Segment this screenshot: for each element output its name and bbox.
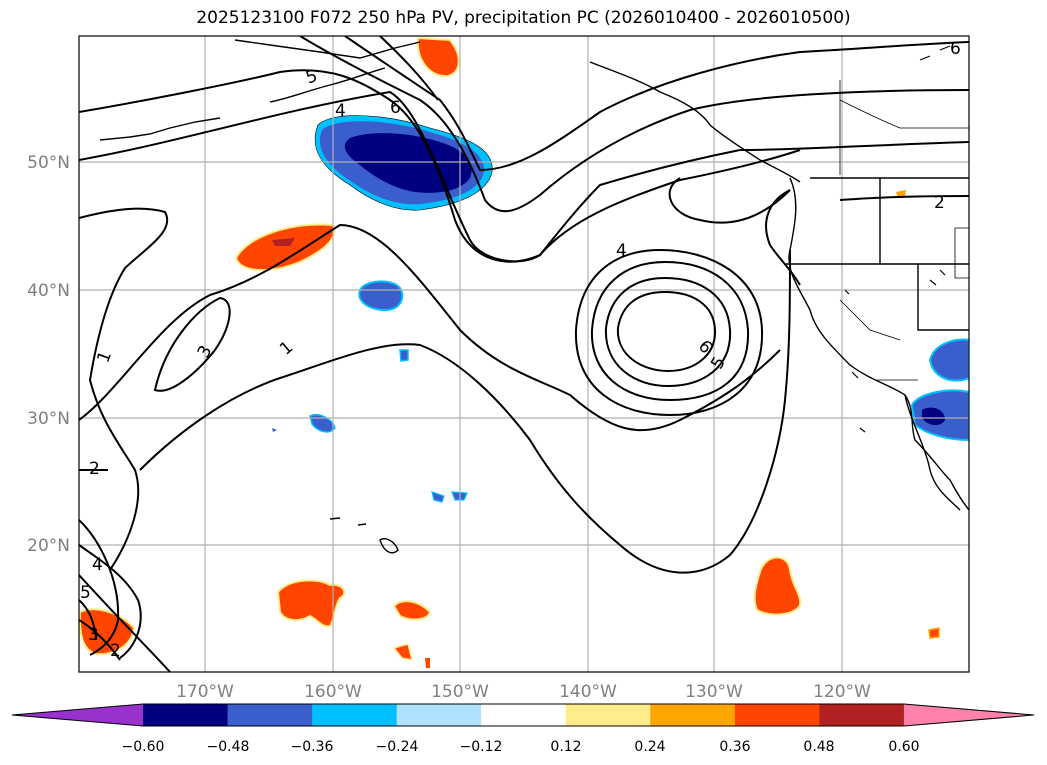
colorbar-segment: [227, 704, 313, 726]
lat-label-40: 40°N: [27, 281, 70, 301]
lat-label-50: 50°N: [27, 153, 70, 173]
map-frame: [78, 35, 970, 673]
chart-title: 2025123100 F072 250 hPa PV, precipitatio…: [196, 8, 851, 28]
colorbar-tick-labels: −0.60 −0.48 −0.36 −0.24 −0.12 0.12 0.24 …: [122, 739, 920, 755]
lon-label-170: 170°W: [176, 682, 234, 702]
contour-label: 5: [80, 583, 91, 603]
colorbar-extend-max: [903, 704, 1034, 726]
contour-label: 4: [335, 101, 346, 121]
colorbar-segment: [650, 704, 736, 726]
latitude-labels: 50°N 40°N 30°N 20°N: [27, 153, 70, 556]
contour-label: 3: [88, 625, 99, 645]
colorbar-segment: [734, 704, 820, 726]
lon-label-140: 140°W: [559, 682, 617, 702]
colorbar-segment: [312, 704, 398, 726]
pv-contour-3: [153, 296, 231, 392]
lat-label-20: 20°N: [27, 536, 70, 556]
lon-label-130: 130°W: [685, 682, 743, 702]
pv-contours: [79, 36, 969, 672]
colorbar-tick-label: −0.12: [460, 739, 503, 755]
longitude-labels: 170°W 160°W 150°W 140°W 130°W 120°W: [176, 682, 871, 702]
colorbar-tick-label: −0.36: [291, 739, 334, 755]
colorbar-outline: [11, 703, 1035, 727]
lon-label-160: 160°W: [304, 682, 362, 702]
colorbar-tick-label: 0.36: [719, 739, 750, 755]
coastlines: [99, 39, 969, 554]
map-area: [79, 36, 969, 672]
contour-label: 2: [89, 459, 100, 479]
lon-label-120: 120°W: [813, 682, 871, 702]
contour-label: 4: [616, 241, 627, 261]
graticule: [79, 36, 969, 672]
precip-positive-south-hawaii: [276, 579, 346, 628]
colorbar-segment: [481, 704, 567, 726]
colorbar-segment: [396, 704, 482, 726]
colorbar-tick-label: −0.48: [207, 739, 250, 755]
contour-label: 4: [92, 555, 103, 575]
precip-negative-socal: [928, 338, 969, 382]
contour-label: 6: [950, 39, 961, 59]
contour-label: 2: [110, 641, 121, 661]
colorbar-segment: [819, 704, 905, 726]
pv-contour-6: [604, 276, 732, 388]
pv-contour-1: [79, 223, 781, 432]
colorbar-tick-label: −0.60: [122, 739, 165, 755]
colorbar: [11, 703, 1035, 727]
contour-label: 6: [390, 98, 401, 118]
pv-contour-2: [79, 207, 169, 571]
pv-contour-4: [79, 69, 969, 263]
precip-negative-blob: [358, 280, 404, 312]
colorbar-segment: [565, 704, 651, 726]
colorbar-tick-label: 0.12: [550, 739, 581, 755]
colorbar-tick-label: 0.48: [803, 739, 834, 755]
pv-contour-5: [590, 260, 750, 402]
colorbar-tick-label: 0.60: [888, 739, 919, 755]
precip-positive-baja: [753, 556, 802, 616]
colorbar-tick-label: 0.24: [634, 739, 665, 755]
lon-label-150: 150°W: [431, 682, 489, 702]
lat-label-30: 30°N: [27, 409, 70, 429]
colorbar-segment: [143, 704, 229, 726]
contour-label: 2: [934, 193, 945, 213]
colorbar-tick-label: −0.24: [376, 739, 419, 755]
colorbar-extend-min: [12, 704, 143, 726]
